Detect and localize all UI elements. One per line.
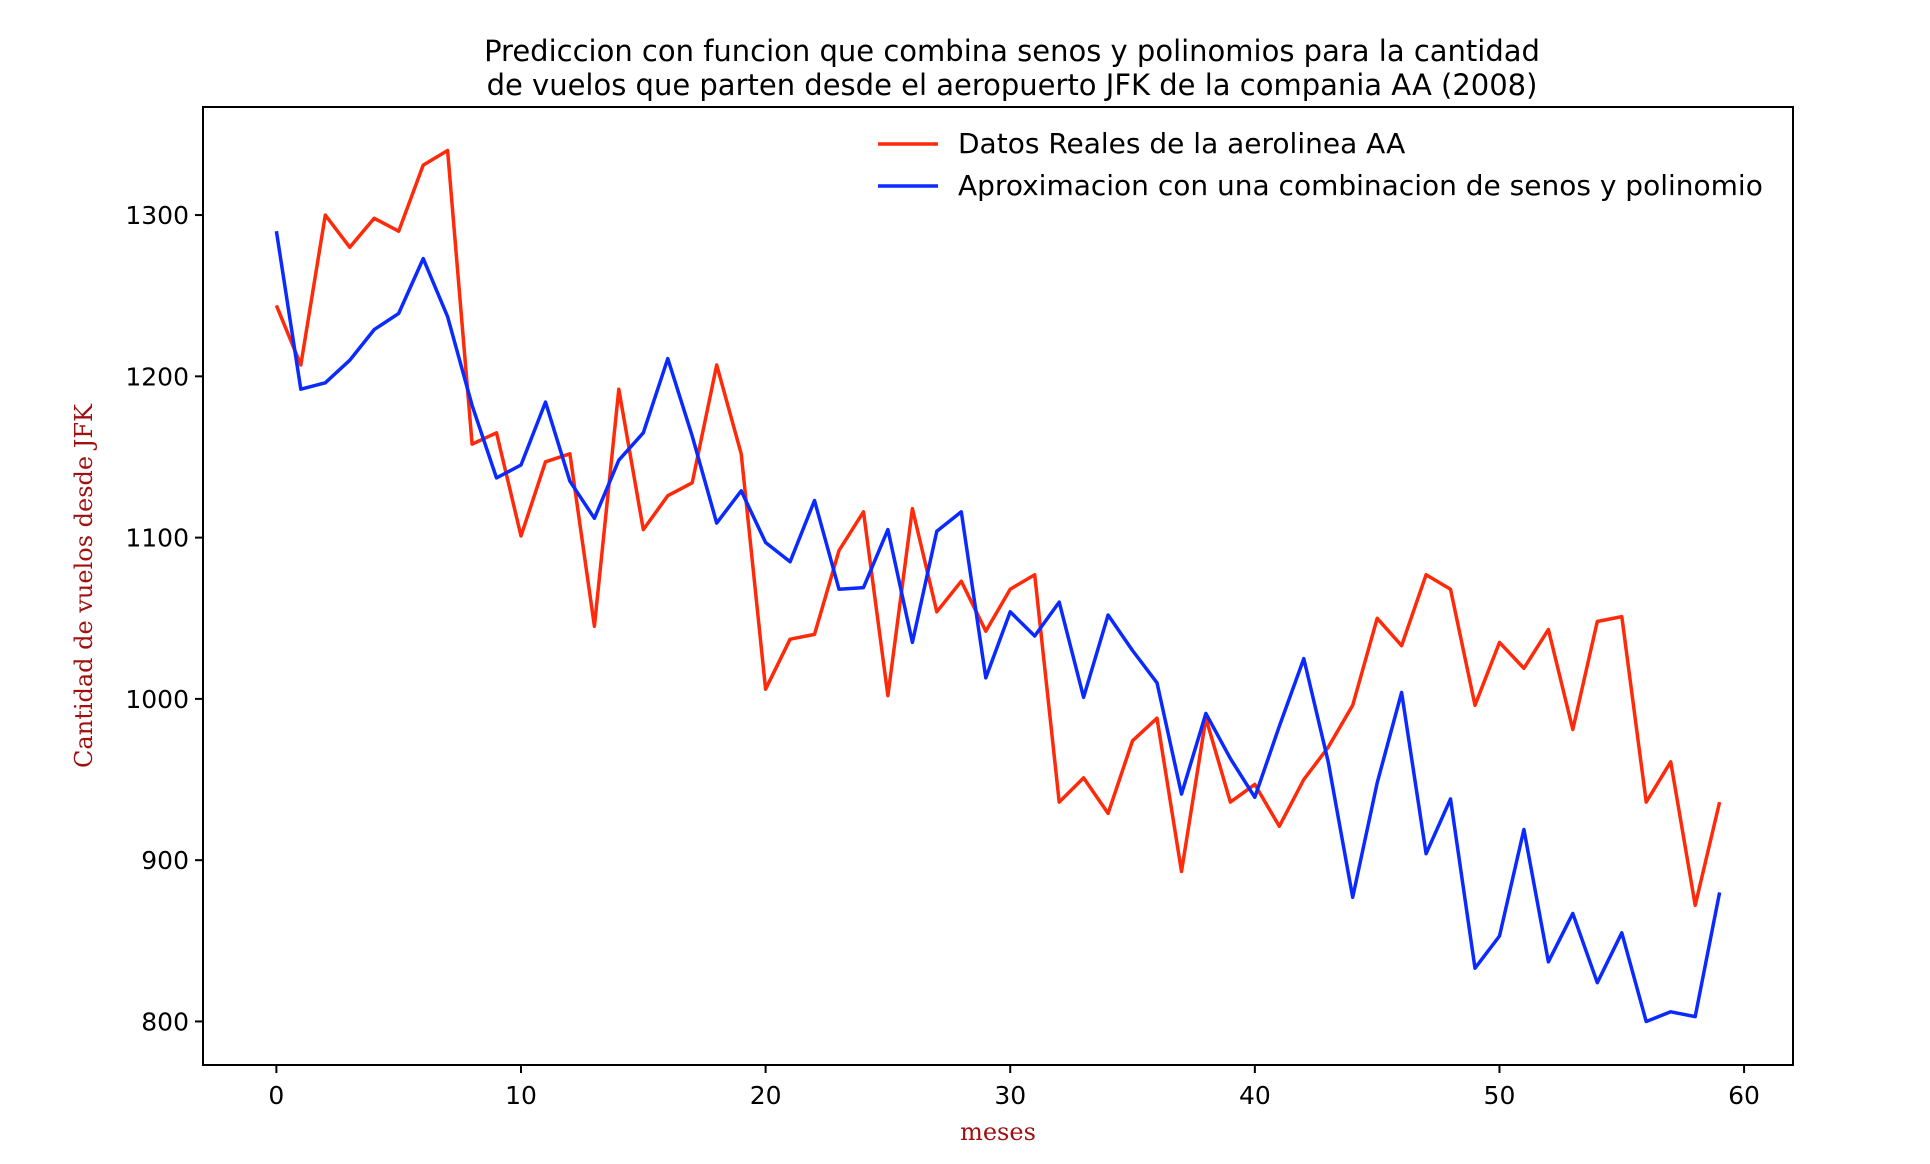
x-tick-label: 0 (268, 1081, 284, 1110)
x-tick-label: 40 (1239, 1081, 1271, 1110)
x-tick-label: 50 (1484, 1081, 1516, 1110)
y-tick-label: 1200 (125, 362, 189, 391)
chart-title-line-1: Prediccion con funcion que combina senos… (484, 34, 1540, 68)
chart-title-line-2: de vuelos que parten desde el aeropuerto… (487, 68, 1538, 102)
legend-label-aproximacion: Aproximacion con una combinacion de seno… (958, 169, 1763, 202)
y-tick-label: 900 (141, 846, 189, 875)
plot-frame (202, 106, 1794, 1066)
x-tick-label: 30 (994, 1081, 1026, 1110)
y-axis-label: Cantidad de vuelos desde JFK (70, 403, 98, 768)
legend-label-datos-reales: Datos Reales de la aerolinea AA (958, 127, 1405, 160)
y-tick-label: 800 (141, 1007, 189, 1036)
x-tick-label: 20 (750, 1081, 782, 1110)
x-tick-label: 60 (1728, 1081, 1760, 1110)
tick-layer: 0 10 20 30 40 50 60 800 900 1000 1100 1200 1300 (125, 201, 1760, 1110)
y-tick-label: 1100 (125, 524, 189, 553)
x-tick-label: 10 (505, 1081, 537, 1110)
series-line-1 (274, 230, 1722, 1024)
y-tick-label: 1300 (125, 201, 189, 230)
x-axis-label: meses (960, 1118, 1036, 1146)
series-line-0 (274, 148, 1722, 908)
legend: Datos Reales de la aerolinea AA Aproxima… (878, 127, 1763, 202)
y-tick-label: 1000 (125, 685, 189, 714)
series-layer (274, 148, 1722, 1024)
